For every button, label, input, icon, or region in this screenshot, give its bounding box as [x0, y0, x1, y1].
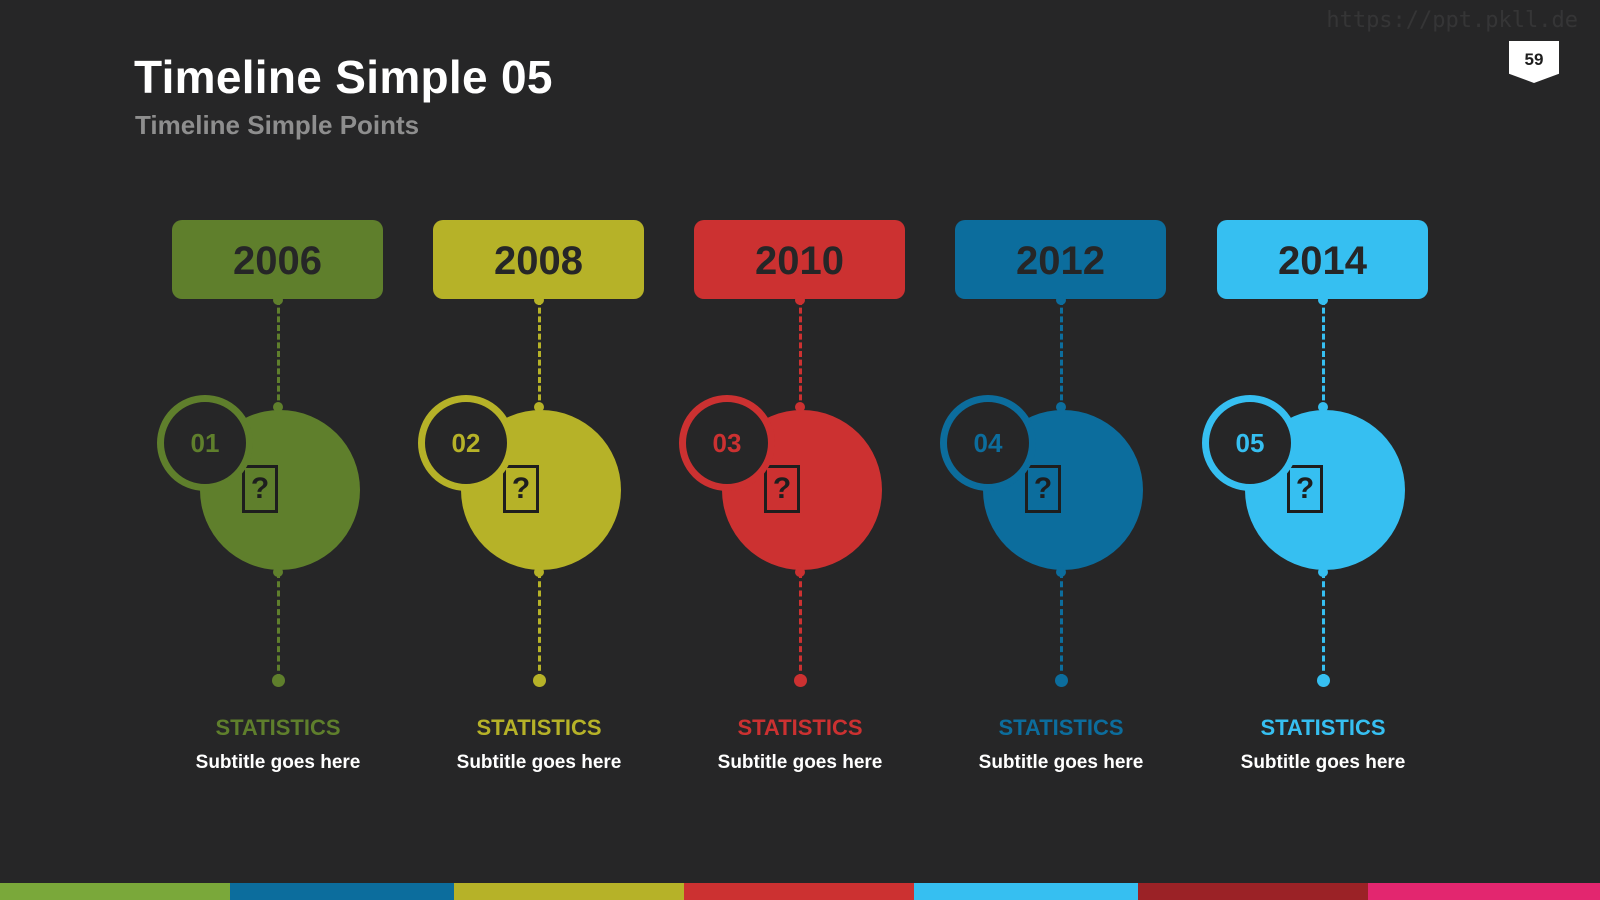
- connector-top: [1060, 299, 1063, 409]
- color-bar-segment: [684, 883, 914, 900]
- question-mark-icon: ?: [764, 465, 800, 513]
- statistics-subtitle: Subtitle goes here: [1240, 752, 1406, 773]
- question-mark-icon: ?: [1025, 465, 1061, 513]
- color-bar-segment: [0, 883, 230, 900]
- statistics-subtitle: Subtitle goes here: [195, 752, 361, 773]
- color-bar-segment: [1368, 883, 1600, 900]
- slide-subtitle: Timeline Simple Points: [135, 110, 420, 140]
- year-label: 2008: [433, 220, 644, 299]
- page-number-badge: 59: [1509, 41, 1559, 83]
- year-label: 2012: [955, 220, 1166, 299]
- year-label: 2014: [1217, 220, 1428, 299]
- color-bar-segment: [914, 883, 1138, 900]
- connector-dot: [1056, 295, 1066, 305]
- question-mark-icon: ?: [503, 465, 539, 513]
- statistics-subtitle: Subtitle goes here: [978, 752, 1144, 773]
- connector-bottom: [1060, 572, 1063, 680]
- connector-end-dot: [1317, 674, 1330, 687]
- year-label: 2010: [694, 220, 905, 299]
- question-mark-icon: ?: [242, 465, 278, 513]
- connector-bottom: [799, 572, 802, 680]
- connector-top: [1322, 299, 1325, 409]
- statistics-subtitle: Subtitle goes here: [717, 752, 883, 773]
- connector-end-dot: [272, 674, 285, 687]
- color-bar-segment: [454, 883, 684, 900]
- timeline-item: 2010? 03 STATISTICS Subtitle goes here: [672, 0, 972, 900]
- color-bar-segment: [230, 883, 454, 900]
- connector-end-dot: [794, 674, 807, 687]
- timeline-item: 2008? 02 STATISTICS Subtitle goes here: [411, 0, 711, 900]
- year-label: 2006: [172, 220, 383, 299]
- question-mark-icon: ?: [1287, 465, 1323, 513]
- connector-dot: [1318, 295, 1328, 305]
- connector-dot: [795, 295, 805, 305]
- connector-bottom: [538, 572, 541, 680]
- connector-bottom: [1322, 572, 1325, 680]
- connector-bottom: [277, 572, 280, 680]
- step-number: 02: [418, 395, 514, 491]
- connector-dot: [1318, 402, 1328, 412]
- statistics-label: STATISTICS: [998, 715, 1124, 740]
- timeline-item: 2012? 04 STATISTICS Subtitle goes here: [933, 0, 1233, 900]
- connector-top: [799, 299, 802, 409]
- step-number: 01: [157, 395, 253, 491]
- connector-dot: [1056, 402, 1066, 412]
- step-number: 05: [1202, 395, 1298, 491]
- connector-top: [277, 299, 280, 409]
- step-number: 03: [679, 395, 775, 491]
- connector-dot: [534, 402, 544, 412]
- connector-end-dot: [1055, 674, 1068, 687]
- connector-top: [538, 299, 541, 409]
- statistics-label: STATISTICS: [476, 715, 602, 740]
- connector-dot: [795, 402, 805, 412]
- step-number: 04: [940, 395, 1036, 491]
- statistics-label: STATISTICS: [215, 715, 341, 740]
- slide-title: Timeline Simple 05: [134, 51, 553, 103]
- timeline-item: 2014? 05 STATISTICS Subtitle goes here: [1195, 0, 1495, 900]
- connector-dot: [534, 295, 544, 305]
- statistics-subtitle: Subtitle goes here: [456, 752, 622, 773]
- bottom-color-bar: [0, 883, 1600, 900]
- statistics-label: STATISTICS: [1260, 715, 1386, 740]
- color-bar-segment: [1138, 883, 1368, 900]
- connector-dot: [273, 295, 283, 305]
- timeline-item: 2006? 01 STATISTICS Subtitle goes here: [150, 0, 450, 900]
- connector-dot: [273, 402, 283, 412]
- statistics-label: STATISTICS: [737, 715, 863, 740]
- watermark: https://ppt.pkll.de: [1326, 8, 1578, 33]
- connector-end-dot: [533, 674, 546, 687]
